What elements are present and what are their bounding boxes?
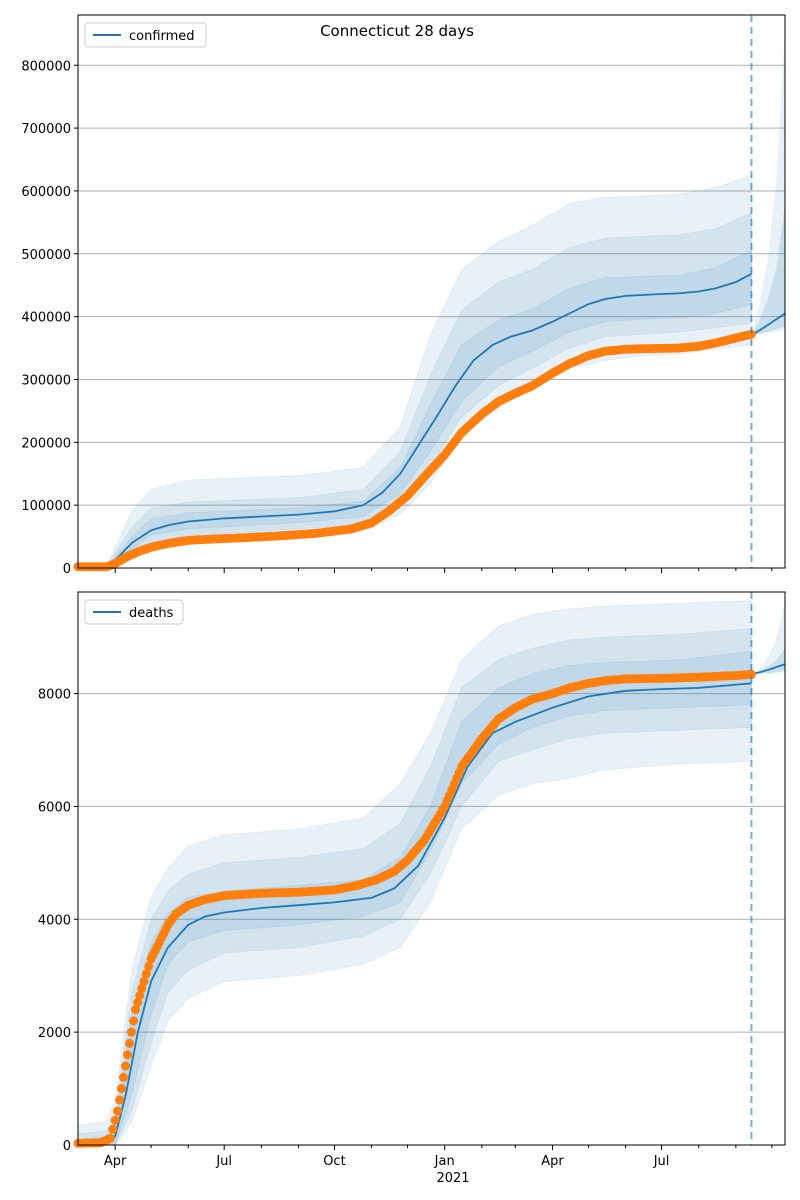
chart-title: Connecticut 28 days <box>320 22 474 40</box>
model-line <box>78 682 752 1145</box>
observed-point <box>137 983 147 993</box>
x-tick-label: Apr <box>541 1154 564 1169</box>
observed-point <box>144 961 154 971</box>
y-tick-label: 800000 <box>21 59 71 74</box>
y-tick-label: 200000 <box>21 436 71 451</box>
y-tick-label: 8000 <box>38 688 71 703</box>
x-tick-label: Oct <box>323 1154 345 1169</box>
legend-box <box>84 599 184 625</box>
observed-point <box>131 1005 140 1015</box>
observed-point <box>117 1084 126 1094</box>
y-tick-label: 0 <box>63 562 71 577</box>
y-tick-label: 0 <box>63 1139 71 1154</box>
x-year-label: 2021 <box>436 1171 469 1186</box>
observed-point <box>115 1095 124 1105</box>
plot-frame <box>77 14 786 569</box>
legend-box <box>84 22 207 48</box>
observed-point <box>133 998 143 1007</box>
observed-point <box>129 1016 138 1026</box>
y-tick-label: 300000 <box>21 373 71 388</box>
x-tick-label: Jan <box>434 1154 455 1169</box>
forecast-line <box>751 663 786 676</box>
y-tick-label: 2000 <box>38 1026 71 1041</box>
y-tick-label: 100000 <box>21 499 71 514</box>
observed-point <box>123 1050 132 1060</box>
observed-point <box>110 1115 120 1125</box>
legend-label: deaths <box>129 606 174 621</box>
x-tick-label: Apr <box>104 1154 127 1169</box>
forecast-band-outer <box>751 27 785 336</box>
x-tick-label: Jul <box>215 1154 232 1169</box>
observed-point <box>141 969 151 979</box>
observed-point <box>127 1027 136 1037</box>
plot-frame <box>77 591 786 1146</box>
confirmed-panel: 0 100000 200000 300000 400000 500000 600000 700… <box>21 14 786 577</box>
observed-point <box>746 329 756 339</box>
forecast-line <box>750 312 786 337</box>
forecast-band-outer <box>751 600 785 675</box>
y-tick-label: 6000 <box>38 800 71 815</box>
observed-point <box>105 1133 115 1143</box>
observed-point <box>746 669 756 679</box>
forecast-band-inner <box>751 203 785 336</box>
observed-point <box>139 976 149 986</box>
observed-point <box>108 1124 118 1134</box>
y-tick-label: 400000 <box>21 311 71 326</box>
observed-point <box>113 1106 122 1116</box>
observed-point <box>125 1038 134 1048</box>
y-tick-label: 700000 <box>21 122 71 137</box>
y-tick-label: 4000 <box>38 913 71 928</box>
observed-point <box>119 1072 128 1082</box>
band-middle <box>77 212 752 569</box>
x-tick-label: Jul <box>653 1154 670 1169</box>
legend-label: confirmed <box>129 29 195 44</box>
model-line <box>78 273 752 569</box>
deaths-panel: 0 2000 4000 6000 8000 Apr Jul Oct Jan Apr Jul death… <box>38 591 786 1169</box>
observed-point <box>121 1061 130 1071</box>
y-tick-label: 600000 <box>21 185 71 200</box>
observed-point <box>135 991 145 1000</box>
y-tick-label: 500000 <box>21 248 71 263</box>
